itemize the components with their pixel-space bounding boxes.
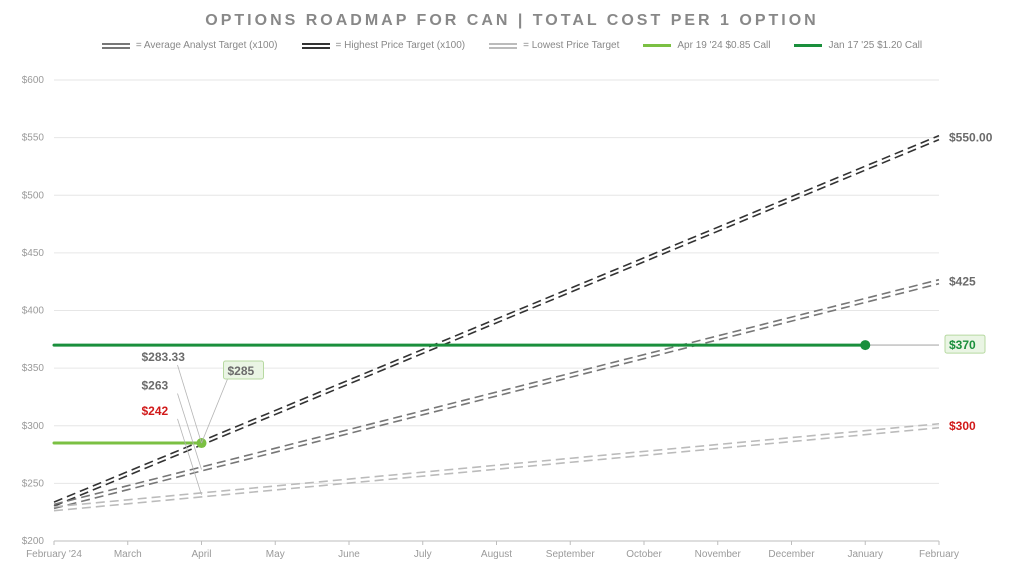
svg-text:January: January xyxy=(847,549,883,560)
svg-text:February: February xyxy=(919,549,959,560)
svg-text:$350: $350 xyxy=(22,363,45,374)
svg-text:$283.33: $283.33 xyxy=(142,350,186,364)
legend-label: Jan 17 '25 $1.20 Call xyxy=(828,40,922,51)
svg-text:$200: $200 xyxy=(22,536,45,547)
legend-swatch xyxy=(489,43,517,49)
plot-svg: $200 $250 $300 $350 $400 $450 $500 $550 $600 Febr… xyxy=(0,60,1024,577)
svg-text:$285: $285 xyxy=(228,364,255,378)
svg-text:June: June xyxy=(338,549,360,560)
legend-label: = Lowest Price Target xyxy=(523,40,619,51)
svg-text:$425: $425 xyxy=(949,275,976,289)
legend-item: = Lowest Price Target xyxy=(489,40,619,51)
legend-item: Apr 19 '24 $0.85 Call xyxy=(643,40,770,51)
svg-text:$500: $500 xyxy=(22,190,45,201)
svg-text:$300: $300 xyxy=(22,421,45,432)
legend-item: = Highest Price Target (x100) xyxy=(302,40,466,51)
svg-text:$400: $400 xyxy=(22,306,45,317)
svg-text:August: August xyxy=(481,549,512,560)
svg-text:$263: $263 xyxy=(142,379,169,393)
svg-text:$600: $600 xyxy=(22,75,45,86)
legend-swatch xyxy=(102,43,130,49)
svg-text:$300: $300 xyxy=(949,419,976,433)
legend-item: = Average Analyst Target (x100) xyxy=(102,40,278,51)
plot-area: $200 $250 $300 $350 $400 $450 $500 $550 $600 Febr… xyxy=(0,60,1024,577)
legend-label: Apr 19 '24 $0.85 Call xyxy=(677,40,770,51)
svg-text:March: March xyxy=(114,549,142,560)
svg-text:$250: $250 xyxy=(22,478,45,489)
legend-swatch xyxy=(302,43,330,49)
legend-swatch xyxy=(794,44,822,47)
svg-text:July: July xyxy=(414,549,432,560)
svg-text:February '24: February '24 xyxy=(26,549,82,560)
chart-title: OPTIONS ROADMAP FOR CAN | TOTAL COST PER… xyxy=(0,0,1024,40)
svg-text:$550: $550 xyxy=(22,133,45,144)
svg-text:October: October xyxy=(626,549,662,560)
svg-text:$450: $450 xyxy=(22,248,45,259)
svg-text:$242: $242 xyxy=(142,404,169,418)
svg-text:$370: $370 xyxy=(949,338,976,352)
svg-text:September: September xyxy=(546,549,596,560)
legend-label: = Highest Price Target (x100) xyxy=(336,40,466,51)
svg-text:May: May xyxy=(266,549,285,560)
svg-text:$550.00: $550.00 xyxy=(949,131,993,145)
svg-text:November: November xyxy=(695,549,742,560)
svg-text:April: April xyxy=(191,549,211,560)
legend-swatch xyxy=(643,44,671,47)
options-roadmap-chart: OPTIONS ROADMAP FOR CAN | TOTAL COST PER… xyxy=(0,0,1024,577)
legend-label: = Average Analyst Target (x100) xyxy=(136,40,278,51)
svg-text:December: December xyxy=(768,549,815,560)
chart-legend: = Average Analyst Target (x100) = Highest… xyxy=(0,40,1024,57)
legend-item: Jan 17 '25 $1.20 Call xyxy=(794,40,922,51)
